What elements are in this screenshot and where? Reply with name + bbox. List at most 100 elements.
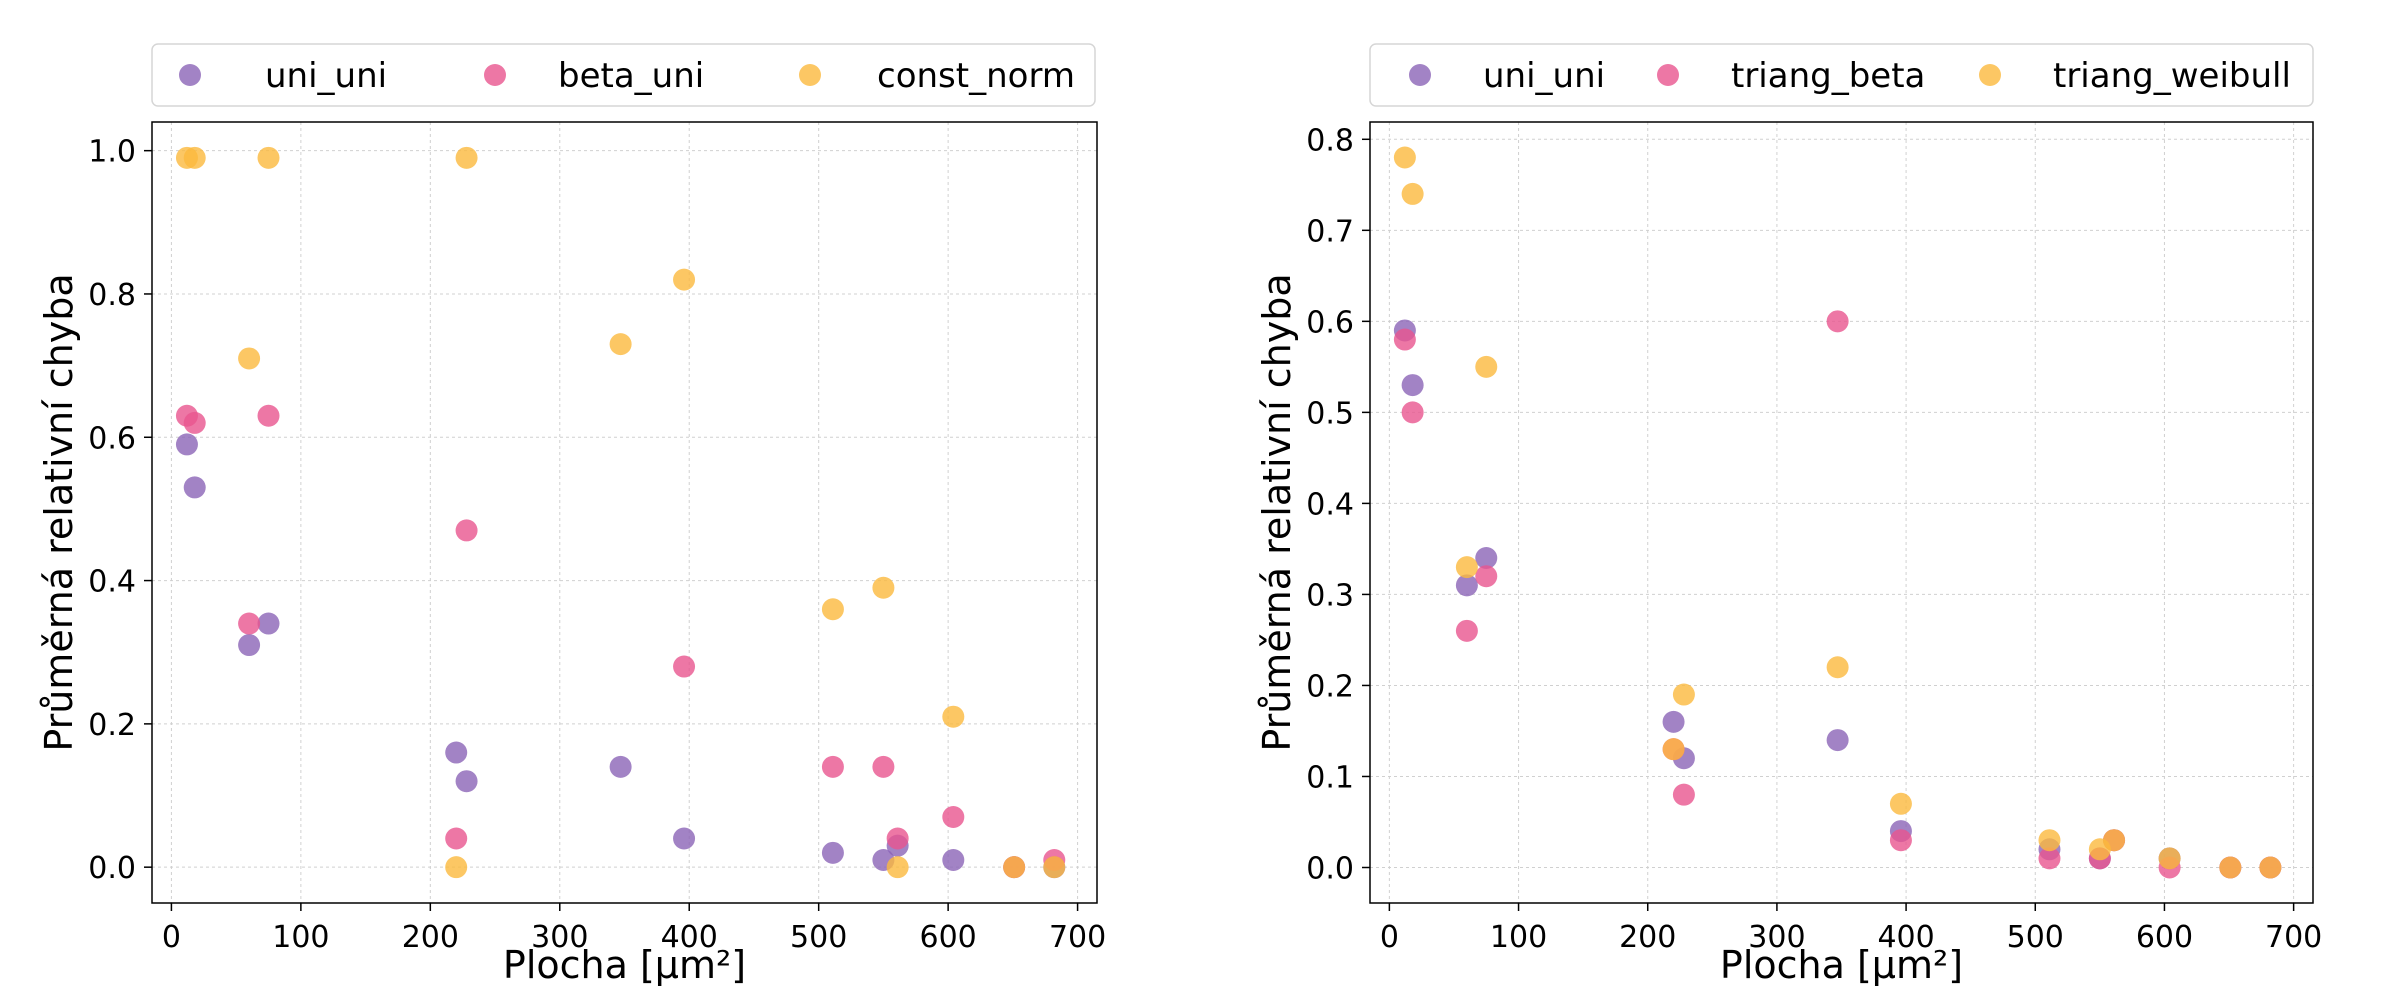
y-tick-label: 0.3	[1306, 578, 1354, 613]
y-tick-label: 0.6	[1306, 305, 1354, 340]
data-point	[1662, 710, 1685, 733]
legend-label: uni_uni	[1483, 56, 1605, 96]
chart-2: 0 100 200 300 400 500 600 700 0.0 0.1 0.2 0.3 0.4 0.5…	[1255, 43, 2322, 987]
data-point	[1826, 310, 1849, 333]
data-point	[1672, 683, 1695, 706]
data-point	[609, 333, 632, 356]
data-point	[257, 404, 280, 427]
x-tick-label: 500	[790, 920, 847, 955]
plot-area	[152, 122, 1097, 903]
data-point	[1401, 374, 1424, 397]
data-point	[886, 827, 909, 850]
data-point	[1826, 729, 1849, 752]
plot-frame	[151, 121, 1098, 904]
y-axis-label: Průměrná relativní chyba	[1255, 273, 1299, 751]
data-point	[1455, 556, 1478, 579]
data-point	[1393, 328, 1416, 351]
series-triang_weibull	[1393, 146, 2282, 879]
legend-label: triang_beta	[1731, 56, 1925, 96]
data-point	[673, 268, 696, 291]
legend-label: uni_uni	[265, 56, 387, 96]
y-tick-label: 1.0	[88, 135, 136, 170]
legend-marker	[1657, 64, 1679, 86]
x-tick-label: 0	[162, 920, 181, 955]
y-tick-label: 0.8	[88, 278, 136, 313]
data-point	[2038, 847, 2061, 870]
data-point	[175, 433, 198, 456]
x-tick-label: 600	[919, 920, 976, 955]
data-point	[872, 576, 895, 599]
x-tick-label: 200	[402, 920, 459, 955]
data-point	[1475, 547, 1498, 570]
plot-frame	[1369, 121, 2314, 904]
legend-marker	[1409, 64, 1431, 86]
y-tick-label: 0.8	[1306, 123, 1354, 158]
data-point	[1826, 656, 1849, 679]
data-point	[1475, 355, 1498, 378]
data-point	[821, 755, 844, 778]
data-point	[1672, 783, 1695, 806]
data-point	[445, 856, 468, 879]
x-axis-label: Plocha [μm²]	[1720, 943, 1963, 987]
data-point	[609, 755, 632, 778]
legend-label: const_norm	[877, 56, 1075, 96]
y-tick-label: 0.0	[88, 851, 136, 886]
legend-label: triang_weibull	[2053, 56, 2291, 96]
x-tick-label: 400	[661, 920, 718, 955]
data-point	[2103, 829, 2126, 852]
data-point	[673, 827, 696, 850]
y-tick-label: 0.2	[88, 708, 136, 743]
data-point	[183, 476, 206, 499]
data-point	[1455, 574, 1478, 597]
data-point	[455, 770, 478, 793]
x-tick-label: 0	[1380, 920, 1399, 955]
data-point	[1401, 401, 1424, 424]
legend-box	[1369, 43, 2314, 107]
data-point	[183, 146, 206, 169]
data-point	[2259, 856, 2282, 879]
data-point	[1003, 856, 1026, 879]
data-point	[455, 146, 478, 169]
y-axis-label: Průměrná relativní chyba	[37, 273, 81, 751]
x-tick-label: 700	[2265, 920, 2322, 955]
x-tick-label: 200	[1619, 920, 1676, 955]
data-point	[1393, 146, 1416, 169]
data-point	[942, 849, 965, 872]
x-tick-label: 700	[1049, 920, 1106, 955]
y-tick-label: 0.5	[1306, 396, 1354, 431]
data-point	[872, 755, 895, 778]
y-tick-label: 0.7	[1306, 214, 1354, 249]
data-point	[257, 146, 280, 169]
data-point	[673, 655, 696, 678]
x-tick-label: 100	[1490, 920, 1547, 955]
legend-marker	[799, 64, 821, 86]
series-const_norm	[175, 146, 1066, 879]
data-point	[1889, 792, 1912, 815]
legend-marker	[1979, 64, 2001, 86]
legend: uni_uni beta_uni const_norm	[151, 43, 1096, 107]
legend-box	[151, 43, 1096, 107]
y-tick-label: 0.2	[1306, 669, 1354, 704]
x-tick-label: 300	[531, 920, 588, 955]
x-tick-label: 400	[1877, 920, 1934, 955]
data-point	[886, 856, 909, 879]
data-point	[445, 741, 468, 764]
y-tick-label: 0.4	[88, 565, 136, 600]
data-point	[2158, 847, 2181, 870]
data-point	[257, 612, 280, 635]
data-point	[1475, 565, 1498, 588]
x-tick-label: 300	[1748, 920, 1805, 955]
data-point	[238, 612, 261, 635]
legend-marker	[179, 64, 201, 86]
data-point	[1043, 856, 1066, 879]
data-point	[183, 411, 206, 434]
y-tick-label: 0.6	[88, 421, 136, 456]
data-point	[942, 705, 965, 728]
data-point	[2038, 829, 2061, 852]
plot-area	[1370, 122, 2313, 903]
legend: uni_uni triang_beta triang_weibull	[1369, 43, 2314, 107]
legend-marker	[484, 64, 506, 86]
x-tick-label: 100	[272, 920, 329, 955]
x-tick-label: 600	[2136, 920, 2193, 955]
